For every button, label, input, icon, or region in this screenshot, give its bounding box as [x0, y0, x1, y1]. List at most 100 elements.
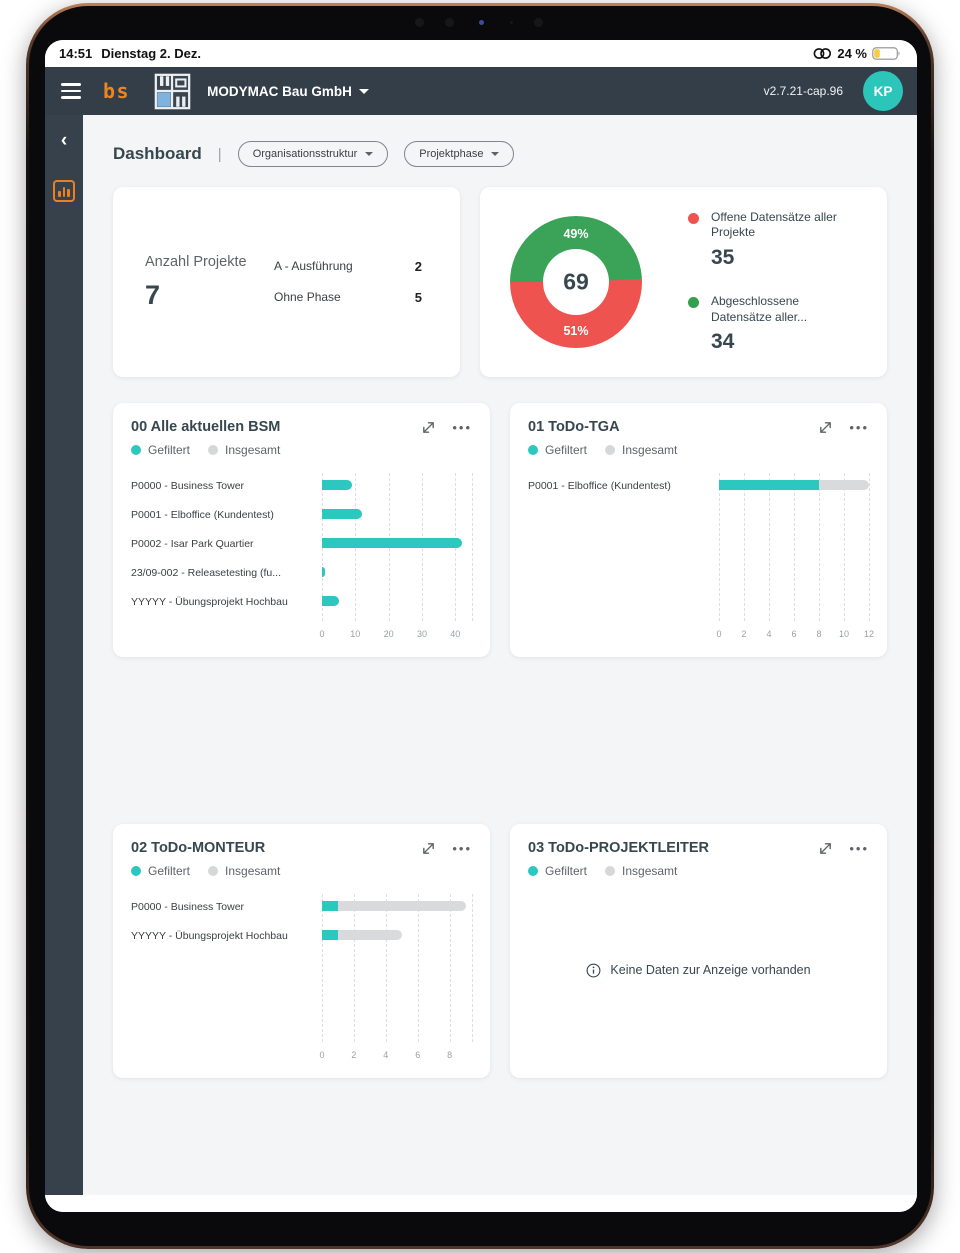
series-label: Gefiltert — [545, 864, 588, 878]
company-name: MODYMAC Bau GmbH — [207, 83, 352, 99]
legend-open-records: Offene Datensätze aller Projekte 35 — [688, 210, 861, 270]
dashboard-chart-icon[interactable] — [53, 180, 75, 202]
chevron-down-icon — [358, 88, 369, 94]
more-options-icon[interactable]: ••• — [452, 840, 472, 856]
gray-dot-icon — [605, 445, 616, 455]
page-header: Dashboard | Organisationsstruktur Projek… — [113, 141, 887, 167]
home-indicator-area — [45, 1195, 917, 1212]
series-label: Insgesamt — [225, 443, 281, 457]
gray-dot-icon — [208, 866, 219, 876]
filter-label: Projektphase — [419, 148, 484, 160]
info-icon — [586, 963, 601, 978]
series-label: Insgesamt — [622, 864, 678, 878]
series-toggle-gefiltert[interactable]: Gefiltert — [528, 443, 587, 457]
series-label: Insgesamt — [622, 443, 678, 457]
company-selector[interactable]: MODYMAC Bau GmbH — [207, 84, 369, 99]
series-toggle-insgesamt[interactable]: Insgesamt — [208, 864, 280, 878]
phase-row: A - Ausführung 2 — [274, 259, 422, 274]
teal-dot-icon — [131, 866, 141, 876]
legend-value: 35 — [711, 246, 735, 269]
donut-center-total: 69 — [563, 268, 589, 295]
summary-label: Anzahl Projekte — [145, 253, 247, 270]
bar-chart[interactable]: P0001 - Elboffice (Kundentest) 0 2 4 6 8 10 12 — [528, 471, 874, 645]
phase-value: 2 — [414, 259, 422, 274]
teal-dot-icon — [528, 445, 538, 455]
expand-icon[interactable] — [421, 841, 436, 856]
app-screen: 14:51 Dienstag 2. Dez. 24 % — [45, 40, 917, 1212]
chart-card-monteur: 02 ToDo-MONTEUR ••• Gefil — [113, 824, 490, 1078]
expand-icon[interactable] — [421, 420, 436, 435]
expand-icon[interactable] — [818, 420, 833, 435]
screen-mirroring-icon — [813, 47, 832, 60]
expand-icon[interactable] — [818, 841, 833, 856]
series-label: Insgesamt — [225, 864, 281, 878]
red-dot-icon — [688, 212, 699, 224]
chevron-down-icon — [491, 152, 500, 156]
bar-chart[interactable]: P0000 - Business Tower YYYYY - Übungsproj… — [131, 892, 473, 1066]
series-toggle-gefiltert[interactable]: Gefiltert — [131, 443, 190, 457]
chevron-down-icon — [365, 152, 374, 156]
main-content: Dashboard | Organisationsstruktur Projek… — [83, 115, 917, 1195]
menu-icon[interactable] — [61, 83, 81, 99]
more-options-icon[interactable]: ••• — [849, 840, 869, 856]
green-dot-icon — [688, 297, 699, 308]
modymac-logo-icon — [154, 72, 192, 110]
more-options-icon[interactable]: ••• — [452, 419, 472, 435]
camera-dot — [534, 18, 543, 27]
chart-card-bsm: 00 Alle aktuellen BSM ••• — [113, 403, 490, 657]
tablet-frame-edge: 14:51 Dienstag 2. Dez. 24 % — [26, 3, 934, 1249]
gray-dot-icon — [605, 866, 616, 876]
series-toggle-gefiltert[interactable]: Gefiltert — [131, 864, 190, 878]
phase-row: Ohne Phase 5 — [274, 290, 422, 305]
legend-value: 34 — [711, 330, 735, 354]
legend-label: Abgeschlossene Datensätze aller... — [711, 294, 808, 324]
summary-value: 7 — [145, 279, 161, 310]
donut-chart[interactable]: 49% 69 51% — [510, 216, 642, 348]
card-title: 01 ToDo-TGA — [528, 419, 620, 435]
series-toggle-insgesamt[interactable]: Insgesamt — [605, 864, 677, 878]
series-toggle-insgesamt[interactable]: Insgesamt — [208, 443, 280, 457]
chart-card-projektleiter: 03 ToDo-PROJEKTLEITER ••• — [510, 824, 887, 1078]
page-title: Dashboard — [113, 144, 202, 163]
filter-organisationsstruktur[interactable]: Organisationsstruktur — [237, 141, 389, 167]
series-label: Gefiltert — [148, 864, 191, 878]
user-avatar[interactable]: KP — [863, 71, 903, 111]
status-date: Dienstag 2. Dez. — [101, 46, 201, 61]
series-toggle-insgesamt[interactable]: Insgesamt — [605, 443, 677, 457]
gray-dot-icon — [208, 445, 219, 455]
records-donut-card: 49% 69 51% Offene Datensätze aller Proje… — [480, 187, 887, 377]
empty-state-text: Keine Daten zur Anzeige vorhanden — [610, 963, 811, 977]
status-bar: 14:51 Dienstag 2. Dez. 24 % — [45, 40, 917, 67]
empty-state: Keine Daten zur Anzeige vorhanden — [528, 878, 869, 1062]
phase-value: 5 — [414, 290, 422, 305]
series-label: Gefiltert — [545, 443, 588, 457]
project-count-card: Anzahl Projekte 7 A - Ausführung 2 — [113, 187, 460, 377]
card-title: 03 ToDo-PROJEKTLEITER — [528, 840, 709, 856]
series-label: Gefiltert — [148, 443, 191, 457]
camera-dot — [510, 21, 513, 24]
status-time: 14:51 — [59, 46, 93, 61]
chart-card-tga: 01 ToDo-TGA ••• Gefiltert — [510, 403, 887, 657]
left-sidebar: ‹ — [45, 115, 83, 1195]
more-options-icon[interactable]: ••• — [849, 419, 869, 435]
filter-projektphase[interactable]: Projektphase — [404, 141, 515, 167]
phase-label: A - Ausführung — [274, 259, 353, 273]
card-title: 02 ToDo-MONTEUR — [131, 840, 266, 856]
camera-dot — [415, 18, 424, 27]
back-chevron-icon[interactable]: ‹ — [60, 130, 68, 151]
card-title: 00 Alle aktuellen BSM — [131, 419, 281, 435]
phase-label: Ohne Phase — [274, 290, 341, 304]
series-toggle-gefiltert[interactable]: Gefiltert — [528, 864, 587, 878]
filter-label: Organisationsstruktur — [252, 148, 358, 160]
battery-percent: 24 % — [837, 46, 867, 61]
app-version: v2.7.21-cap.96 — [763, 84, 843, 98]
donut-bottom-percent: 51% — [563, 324, 589, 338]
battery-icon — [872, 47, 901, 60]
donut-top-percent: 49% — [563, 227, 589, 241]
legend-label: Offene Datensätze aller Projekte — [711, 209, 837, 240]
bar-chart[interactable]: P0000 - Business Tower P0001 - Elboffice … — [131, 471, 473, 645]
teal-dot-icon — [528, 866, 538, 876]
top-navbar: bs — [45, 67, 917, 115]
title-separator: | — [217, 145, 222, 163]
